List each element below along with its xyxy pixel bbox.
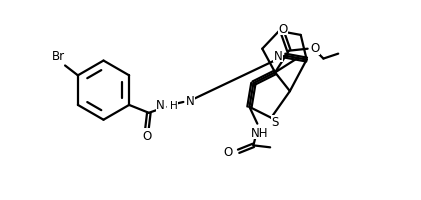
- Text: O: O: [278, 22, 288, 35]
- Text: O: O: [311, 42, 320, 55]
- Text: O: O: [224, 145, 233, 158]
- Text: NH: NH: [250, 126, 268, 139]
- Text: N: N: [186, 95, 195, 108]
- Text: S: S: [272, 116, 279, 129]
- Text: H: H: [170, 100, 177, 110]
- Text: N: N: [156, 99, 165, 112]
- Text: N: N: [274, 49, 282, 62]
- Text: Br: Br: [52, 49, 65, 62]
- Text: O: O: [142, 129, 152, 142]
